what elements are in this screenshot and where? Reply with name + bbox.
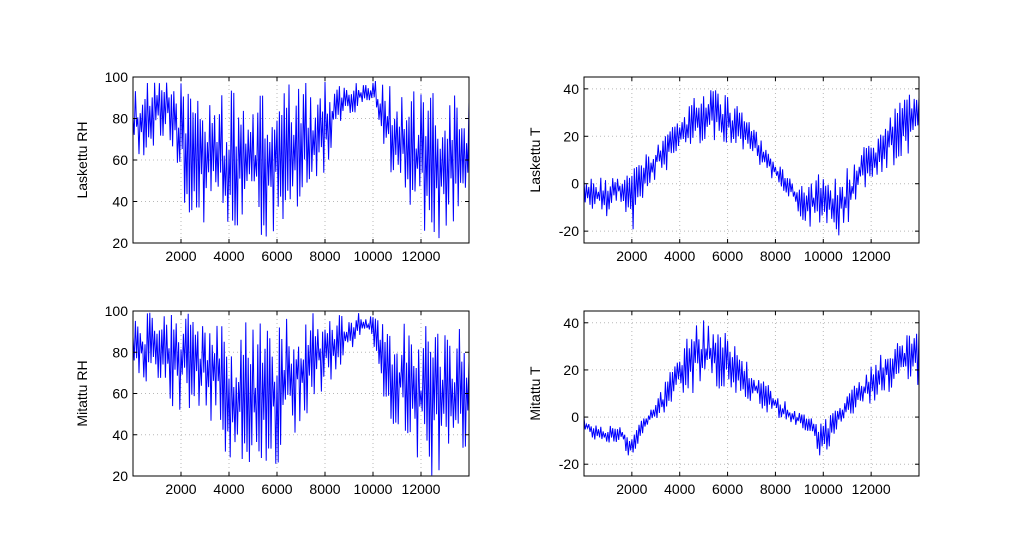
- x-tick-label: 8000: [760, 248, 791, 264]
- x-tick-label: 12000: [852, 481, 891, 497]
- x-tick-label: 4000: [213, 481, 244, 497]
- data-series-line: [584, 320, 919, 456]
- y-tick-label: 100: [105, 303, 129, 319]
- x-tick-label: 4000: [664, 248, 695, 264]
- x-tick-label: 6000: [712, 481, 743, 497]
- x-tick-label: 2000: [616, 248, 647, 264]
- x-tick-label: 12000: [402, 481, 441, 497]
- x-tick-label: 8000: [309, 481, 340, 497]
- x-tick-label: 12000: [852, 248, 891, 264]
- data-series-line: [584, 90, 919, 236]
- y-tick-label: 80: [112, 344, 128, 360]
- y-tick-label: 20: [563, 362, 579, 378]
- y-axis-label: Mitattu RH: [74, 360, 90, 426]
- axes-frame: [583, 76, 920, 244]
- x-tick-label: 10000: [804, 481, 843, 497]
- y-axis-label: Laskettu T: [527, 127, 543, 193]
- y-tick-label: 20: [112, 468, 128, 484]
- y-tick-label: 40: [563, 315, 579, 331]
- x-tick-label: 10000: [354, 481, 393, 497]
- data-series-line: [133, 80, 469, 239]
- subplot-2: 2000 4000 6000 8000 10000 12000 -20 0 20 40 Lasket…: [527, 76, 920, 264]
- plot-area: [584, 77, 919, 243]
- y-tick-label: 60: [112, 152, 128, 168]
- y-tick-label: 60: [112, 386, 128, 402]
- axes-frame: [583, 310, 920, 477]
- x-tick-label: 6000: [261, 248, 292, 264]
- y-tick-label: 40: [563, 81, 579, 97]
- x-tick-label: 2000: [616, 481, 647, 497]
- y-tick-label: 80: [112, 111, 128, 127]
- x-tick-label: 6000: [712, 248, 743, 264]
- y-tick-label: 20: [563, 128, 579, 144]
- x-tick-label: 4000: [213, 248, 244, 264]
- x-tick-label: 4000: [664, 481, 695, 497]
- y-axis-label: Mitattu T: [527, 366, 543, 421]
- subplot-3: 2000 4000 6000 8000 10000 12000 20 40 60 80 100 Mit…: [74, 303, 470, 497]
- x-tick-label: 2000: [165, 481, 196, 497]
- y-tick-label: -20: [559, 456, 579, 472]
- y-tick-label: 100: [105, 69, 129, 85]
- subplot-4: 2000 4000 6000 8000 10000 12000 -20 0 20 40 Mitatt…: [527, 310, 920, 497]
- subplot-1: 2000 4000 6000 8000 10000 12000 20 40 60 80 100 Las…: [74, 69, 470, 264]
- plot-area: [584, 311, 919, 476]
- x-tick-label: 8000: [760, 481, 791, 497]
- x-tick-label: 2000: [165, 248, 196, 264]
- y-axis-label: Laskettu RH: [74, 121, 90, 198]
- y-tick-label: -20: [559, 223, 579, 239]
- y-tick-label: 0: [571, 176, 579, 192]
- x-tick-label: 8000: [309, 248, 340, 264]
- x-tick-label: 12000: [402, 248, 441, 264]
- x-tick-label: 10000: [804, 248, 843, 264]
- y-tick-label: 40: [112, 194, 128, 210]
- x-tick-label: 10000: [354, 248, 393, 264]
- y-tick-label: 40: [112, 427, 128, 443]
- y-tick-label: 0: [571, 409, 579, 425]
- data-series-line: [133, 312, 469, 476]
- y-tick-label: 20: [112, 235, 128, 251]
- x-tick-label: 6000: [261, 481, 292, 497]
